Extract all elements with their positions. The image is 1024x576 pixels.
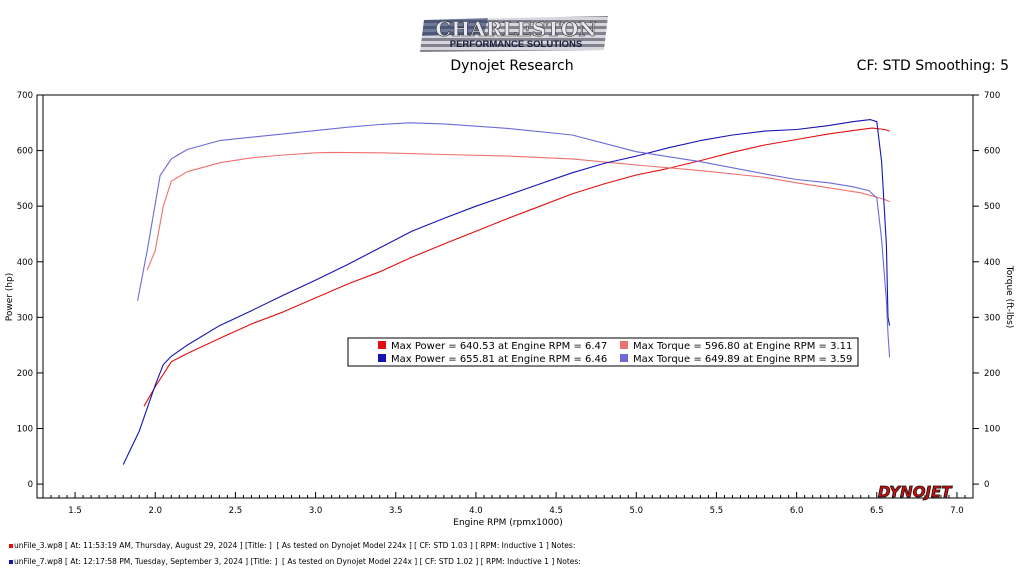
svg-text:PERFORMANCE SOLUTIONS: PERFORMANCE SOLUTIONS <box>450 39 582 50</box>
x-axis-ticks: 1.5 2.0 2.5 3.0 3.5 4.0 4.5 5.0 5.5 6.0 6.5 7.0 <box>68 506 963 516</box>
y2-axis-label: Torque (ft-lbs) <box>1004 265 1014 329</box>
run-file-text-1: unFile_3.wp8 [ At: 11:53:19 AM, Thursday… <box>14 541 576 550</box>
legend-item: Max Torque = 649.89 at Engine RPM = 3.59 <box>633 354 852 365</box>
legend-box: Max Power = 640.53 at Engine RPM = 6.47 … <box>347 337 859 367</box>
run-file-text-2: unFile_7.wp8 [ At: 12:17:58 PM, Tuesday,… <box>14 557 581 566</box>
y-axis-label: Power (hp) <box>5 273 15 322</box>
legend-item: Max Power = 640.53 at Engine RPM = 6.47 <box>391 341 607 352</box>
x-tick-label: 2.5 <box>229 506 243 516</box>
y-tick-label: 200 <box>17 369 33 379</box>
y-tick-label: 600 <box>17 147 33 157</box>
series-line-4 <box>137 122 891 358</box>
y2-tick-label: 700 <box>984 91 1000 101</box>
y2-tick-label: 500 <box>984 202 1000 212</box>
x-tick-label: 2.0 <box>148 506 162 516</box>
x-tick-label: 6.5 <box>870 506 884 516</box>
x-tick-label: 3.5 <box>389 506 403 516</box>
chart-subtitle: Dynojet Research <box>450 58 574 74</box>
correction-factor-label: CF: STD Smoothing: 5 <box>856 58 1009 74</box>
y2-tick-label: 400 <box>984 258 1000 268</box>
x-tick-label: 5.0 <box>630 506 644 516</box>
y-axis-ticks: 0 100 200 300 400 500 600 700 <box>17 91 43 490</box>
x-tick-label: 7.0 <box>950 506 964 516</box>
x-tick-label: 5.5 <box>710 506 724 516</box>
x-tick-label: 1.5 <box>68 506 82 516</box>
y-tick-label: 400 <box>17 258 33 268</box>
y-tick-label: 500 <box>17 202 33 212</box>
y2-tick-label: 100 <box>984 425 1000 435</box>
y-tick-label: 100 <box>17 425 33 435</box>
x-tick-label: 4.5 <box>549 506 563 516</box>
y2-tick-label: 0 <box>984 480 989 490</box>
x-tick-label: 4.0 <box>469 506 483 516</box>
x-minor-ticks <box>42 492 974 498</box>
dynojet-brand-mark: DYNOJET <box>878 483 954 502</box>
run-file-info-1: unFile_3.wp8 [ At: 11:53:19 AM, Thursday… <box>9 541 575 550</box>
x-tick-label: 6.0 <box>790 506 804 516</box>
legend-swatch <box>620 341 628 349</box>
y2-axis-ticks: 0 100 200 300 400 500 600 700 <box>973 91 1000 490</box>
series-line-1 <box>143 127 890 407</box>
series-line-2 <box>146 151 890 271</box>
run-file-info-2: unFile_7.wp8 [ At: 12:17:58 PM, Tuesday,… <box>9 557 581 566</box>
y-tick-label: 700 <box>17 91 33 101</box>
legend-swatch <box>378 341 386 349</box>
legend-item: Max Power = 655.81 at Engine RPM = 6.46 <box>391 354 607 365</box>
legend-item: Max Torque = 596.80 at Engine RPM = 3.11 <box>633 341 852 352</box>
series-layer <box>122 119 891 465</box>
charleston-logo: CHARLESTON PERFORMANCE SOLUTIONS <box>420 16 608 52</box>
y2-tick-label: 200 <box>984 369 1000 379</box>
y-tick-label: 0 <box>28 480 33 490</box>
x-axis-label: Engine RPM (rpmx1000) <box>453 518 562 528</box>
x-tick-label: 3.0 <box>309 506 323 516</box>
legend-swatch <box>378 354 386 362</box>
y-tick-label: 300 <box>17 313 33 323</box>
y2-tick-label: 600 <box>984 147 1000 157</box>
series-line-3 <box>122 119 891 465</box>
svg-text:CHARLESTON: CHARLESTON <box>435 17 596 41</box>
legend-swatch <box>620 354 628 362</box>
svg-text:DYNOJET: DYNOJET <box>878 483 953 501</box>
y2-tick-label: 300 <box>984 313 1000 323</box>
plot-area <box>42 94 974 499</box>
